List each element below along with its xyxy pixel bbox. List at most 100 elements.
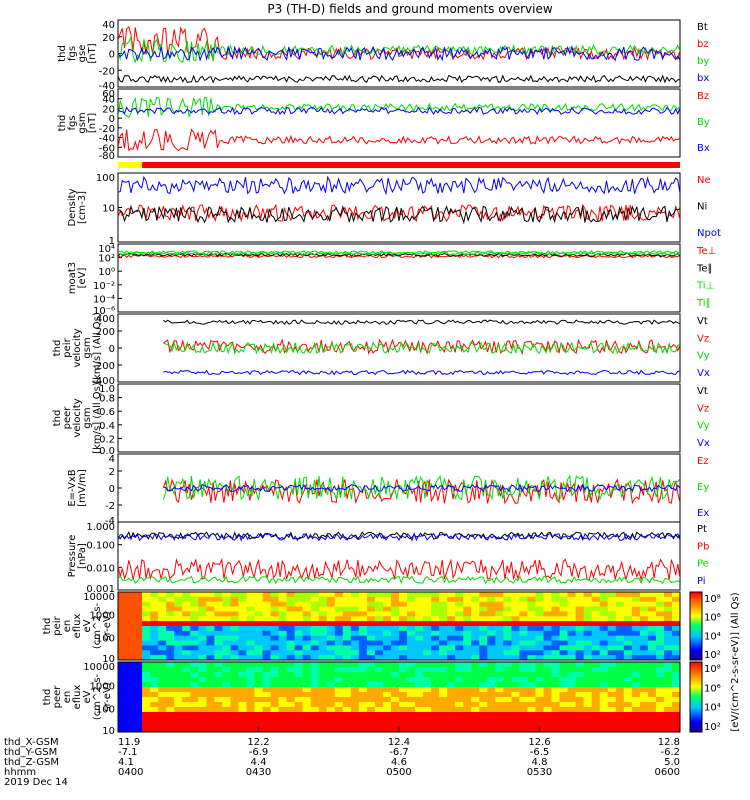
legend-Ez: Ez xyxy=(697,456,709,467)
spectrogram-cell xyxy=(415,727,424,733)
spectrogram-cell xyxy=(118,712,127,718)
spectrogram-cell xyxy=(262,697,272,703)
spectrogram-cell xyxy=(623,672,633,678)
spectrogram-cell xyxy=(150,717,159,723)
spectrogram-cell xyxy=(655,601,665,608)
spectrogram-cell xyxy=(134,611,143,617)
spectrogram-cell xyxy=(551,717,561,723)
spectrogram-cell xyxy=(390,682,400,688)
spectrogram-cell xyxy=(631,621,641,627)
y-tick-label: 0 xyxy=(109,114,115,125)
spectrogram-cell xyxy=(463,611,472,617)
spectrogram-cell xyxy=(270,707,280,713)
spectrogram-cell xyxy=(382,645,392,651)
spectrogram-cell xyxy=(318,611,328,617)
spectrogram-cell xyxy=(511,677,520,683)
spectrogram-cell xyxy=(270,692,280,698)
spectrogram-cell xyxy=(302,697,312,703)
spectrogram-cell xyxy=(158,592,167,598)
spectrogram-cell xyxy=(342,601,352,608)
spectrogram-cell xyxy=(463,727,472,733)
spectrogram-cell xyxy=(358,655,368,661)
spectrogram-cell xyxy=(575,712,585,718)
spectrogram-cell xyxy=(246,645,255,651)
spectrogram-cell xyxy=(262,727,272,733)
spectrogram-cell xyxy=(503,672,512,678)
spectrogram-cell xyxy=(286,616,296,622)
y-axis-label: thd xyxy=(42,689,53,706)
spectrogram-cell xyxy=(655,606,665,612)
spectrogram-cell xyxy=(511,650,520,656)
y-axis-label: velocity xyxy=(72,398,83,437)
spectrogram-cell xyxy=(326,621,336,627)
spectrogram-cell xyxy=(607,697,617,703)
spectrogram-cell xyxy=(399,692,408,698)
spectrogram-cell xyxy=(423,592,432,598)
spectrogram-cell xyxy=(479,621,488,627)
spectrogram-cell xyxy=(318,650,328,656)
spectrogram-cell xyxy=(519,687,528,693)
spectrogram-cell xyxy=(559,712,569,718)
spectrogram-cell xyxy=(382,630,392,637)
spectrogram-cell xyxy=(463,682,472,688)
spectrogram-cell xyxy=(543,662,553,668)
spectrogram-cell xyxy=(583,712,593,718)
spectrogram-cell xyxy=(423,697,432,703)
spectrogram-cell xyxy=(567,630,577,637)
spectrogram-cell xyxy=(214,626,223,632)
spectrogram-cell xyxy=(543,601,553,608)
spectrogram-cell xyxy=(671,722,681,728)
spectrogram-cell xyxy=(182,645,191,651)
spectrogram-cell xyxy=(527,727,536,733)
spectrogram-cell xyxy=(126,662,135,668)
spectrogram-cell xyxy=(350,635,360,642)
spectrogram-cell xyxy=(407,616,416,622)
spectrogram-cell xyxy=(166,712,175,718)
spectrogram-cell xyxy=(174,682,183,688)
spectrogram-cell xyxy=(350,717,360,723)
spectrogram-cell xyxy=(326,635,336,642)
spectrogram-cell xyxy=(559,667,569,673)
spectrogram-cell xyxy=(262,606,272,612)
spectrogram-cell xyxy=(230,672,239,678)
spectrogram-cell xyxy=(334,692,344,698)
spectrogram-cell xyxy=(286,650,296,656)
spectrogram-cell xyxy=(591,635,601,642)
spectrogram-cell xyxy=(390,611,400,617)
spectrogram-cell xyxy=(607,717,617,723)
spectrogram-cell xyxy=(663,697,673,703)
spectrogram-cell xyxy=(230,677,239,683)
spectrogram-cell xyxy=(495,682,504,688)
spectrogram-cell xyxy=(118,630,127,637)
spectrogram-cell xyxy=(455,712,464,718)
spectrogram-cell xyxy=(599,616,609,622)
spectrogram-cell xyxy=(246,682,255,688)
spectrogram-cell xyxy=(182,601,191,608)
spectrogram-cell xyxy=(350,712,360,718)
spectrogram-cell xyxy=(439,712,448,718)
spectrogram-cell xyxy=(318,630,328,637)
spectrogram-cell xyxy=(150,616,159,622)
y-axis-label: en xyxy=(62,691,73,704)
spectrogram-cell xyxy=(214,687,223,693)
spectrogram-cell xyxy=(382,712,392,718)
y-tick-label: 100 xyxy=(96,705,115,716)
spectrogram-cell xyxy=(374,621,384,627)
spectrogram-cell xyxy=(190,630,199,637)
spectrogram xyxy=(118,592,681,661)
spectrogram-cell xyxy=(166,717,175,723)
spectrogram-cell xyxy=(631,592,641,598)
y-axis-label: peer xyxy=(62,406,73,430)
spectrogram-cell xyxy=(334,677,344,683)
spectrogram-cell xyxy=(270,672,280,678)
spectrogram-cell xyxy=(342,722,352,728)
spectrogram-cell xyxy=(374,606,384,612)
spectrogram-cell xyxy=(342,621,352,627)
spectrogram-cell xyxy=(447,692,456,698)
spectrogram-cell xyxy=(511,722,520,728)
spectrogram-cell xyxy=(599,601,609,608)
spectrogram-cell xyxy=(415,630,424,637)
spectrogram-cell xyxy=(374,682,384,688)
spectrogram-cell xyxy=(374,645,384,651)
spectrogram-cell xyxy=(134,712,143,718)
